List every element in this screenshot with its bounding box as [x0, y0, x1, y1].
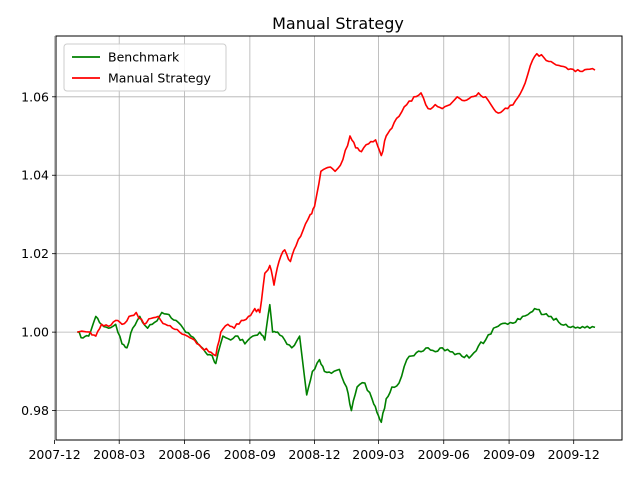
legend-label-0: Benchmark: [108, 50, 180, 65]
x-tick-label: 2009-09: [483, 447, 535, 462]
x-tick-label: 2008-09: [224, 447, 276, 462]
x-tick-label: 2008-12: [288, 447, 340, 462]
series-lines: [77, 52, 596, 424]
x-tick-label: 2009-06: [418, 447, 470, 462]
y-tick-label: 0.98: [21, 403, 49, 418]
y-tick-label: 1.02: [21, 246, 49, 261]
x-tick-label: 2008-06: [158, 447, 210, 462]
grid-lines: [54, 36, 622, 440]
legend: Benchmark Manual Strategy: [63, 43, 227, 92]
chart-title: Manual Strategy: [272, 14, 404, 33]
series-line-0: [77, 303, 596, 424]
series-line-1: [77, 52, 596, 357]
x-tick-label: 2008-03: [93, 447, 145, 462]
y-tick-label: 1.00: [21, 325, 49, 340]
x-tick-label: 2009-03: [352, 447, 404, 462]
axes: 2007-12 2008-03 2008-06 2008-09 2008-12 2009-…: [21, 89, 600, 462]
y-tick-label: 1.06: [21, 89, 49, 104]
x-tick-label: 2009-12: [548, 447, 600, 462]
legend-label-1: Manual Strategy: [108, 71, 212, 86]
y-tick-label: 1.04: [21, 168, 49, 183]
x-tick-label: 2007-12: [28, 447, 80, 462]
plot-frame: [55, 35, 623, 441]
legend-box: [63, 43, 227, 92]
